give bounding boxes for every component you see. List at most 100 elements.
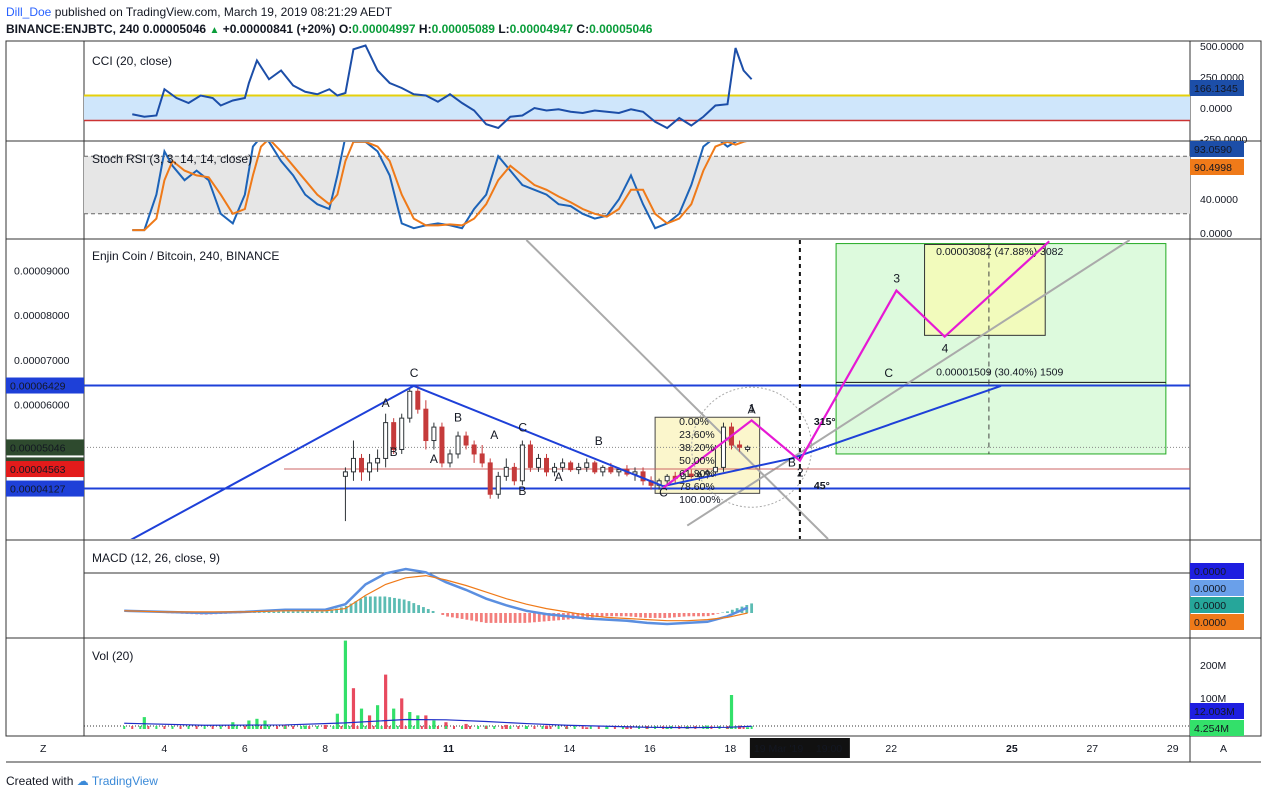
macd-histogram-bar (349, 603, 353, 613)
trendline (413, 384, 664, 488)
wave-label: B (788, 455, 796, 469)
fib-level-label: 50.00% (679, 455, 715, 467)
macd-histogram-bar (262, 612, 266, 613)
volume-bar (384, 674, 388, 729)
macd-histogram-bar (735, 608, 739, 613)
macd-histogram-bar (272, 611, 276, 613)
macd-histogram-bar (542, 613, 546, 622)
price-badge: 0.00004127 (10, 484, 66, 496)
volume-bar-small (123, 726, 126, 729)
macd-histogram-bar (605, 613, 609, 617)
vol-badge-bg (1190, 720, 1244, 736)
volume-bar-small (380, 726, 383, 729)
wave-label: B (390, 445, 398, 459)
volume-bar-small (412, 726, 415, 729)
volume-bar-small (589, 726, 592, 729)
macd-histogram-bar (673, 613, 676, 618)
macd-badge: 0.0000 (1194, 600, 1226, 612)
volume-bar (142, 717, 146, 729)
candle-body (560, 462, 566, 468)
vol-badge-bg (1190, 703, 1244, 719)
volume-bar (367, 715, 372, 729)
volume-bar (375, 705, 380, 729)
macd-histogram-bar (306, 611, 310, 613)
macd-histogram-bar (624, 613, 628, 617)
candle-body (431, 426, 437, 442)
x-tick-label: 6 (242, 743, 248, 755)
tradingview-brand[interactable]: TradingView (91, 774, 158, 788)
macd-histogram-bar (455, 613, 459, 619)
macd-histogram-bar (291, 611, 295, 613)
x-tick-label: 14 (564, 743, 576, 755)
macd-histogram-bar (701, 613, 705, 617)
price-badge-bg (6, 480, 84, 497)
symbol-label: BINANCE:ENJBTC, 240 (6, 22, 140, 36)
macd-histogram-bar (653, 613, 657, 618)
volume-bar-small (235, 726, 238, 729)
y-tick-label: 0.00009000 (14, 265, 70, 277)
y-tick-label: 0.00007000 (14, 355, 70, 367)
vol-title: Vol (20) (92, 649, 133, 663)
y-tick-label: 500.0000 (1200, 41, 1244, 53)
stoch-k-badge-bg (1190, 141, 1244, 157)
macd-histogram-bar (687, 613, 691, 617)
volume-bar-small (557, 726, 560, 729)
volume-bar (432, 720, 436, 729)
candle-body (495, 475, 501, 495)
volume-bar-small (372, 726, 375, 729)
volume-bar-small (493, 726, 496, 729)
volume-bar (746, 727, 750, 729)
volume-bar-small (332, 726, 335, 729)
macd-histogram-bar (697, 613, 700, 617)
volume-bar (303, 725, 307, 729)
volume-bar-small (308, 726, 311, 729)
candle-body (503, 466, 509, 477)
target-box (924, 243, 1046, 336)
macd-histogram-bar (431, 611, 435, 613)
volume-bar-small (139, 726, 142, 729)
x-tick-label: 16 (644, 743, 656, 755)
macd-histogram-bar (610, 613, 614, 617)
volume-bar (504, 724, 508, 729)
fib-level-label: 38.20% (679, 442, 715, 454)
stoch-d-badge: 90.4998 (1194, 162, 1232, 174)
last-price: 0.00005046 (142, 22, 207, 36)
price-badge-bg (6, 439, 84, 456)
volume-bar-small (565, 726, 568, 729)
volume-bar (335, 713, 339, 729)
candle-body (688, 473, 694, 477)
volume-bar-small (509, 726, 512, 729)
macd-histogram-bar (402, 599, 406, 613)
macd-histogram-bar (595, 613, 599, 618)
macd-histogram-bar (465, 613, 469, 620)
candle-body (439, 426, 445, 464)
candle-body (720, 426, 726, 468)
macd-badge-bg (1190, 614, 1244, 630)
publish-info: published on TradingView.com, March 19, … (54, 5, 393, 19)
author-link[interactable]: Dill_Doe (6, 5, 52, 19)
stoch-k-badge: 93.0590 (1194, 144, 1232, 156)
volume-bar (408, 712, 412, 729)
auto-scale-button: A (1220, 743, 1227, 755)
volume-bar (359, 708, 364, 729)
macd-histogram-bar (711, 613, 715, 615)
candle-body (479, 453, 485, 464)
candle-body (447, 453, 453, 464)
candle-body (600, 466, 606, 473)
volume-bar-small (147, 726, 150, 729)
wave-label: A (490, 428, 498, 442)
candle-body (664, 475, 670, 482)
macd-histogram-bar (508, 613, 512, 623)
cci-value-badge-bg (1190, 80, 1244, 96)
volume-bar-small (388, 726, 391, 729)
low-label: L: (498, 22, 510, 36)
y-tick-label: 0.00008000 (14, 310, 70, 322)
fib-level-label: 78.60% (679, 481, 715, 493)
volume-bar-small (284, 726, 287, 729)
volume-bar-small (501, 726, 504, 729)
macd-histogram-bar (320, 611, 324, 613)
volume-bar-small (420, 726, 423, 729)
elliott-wave-line (662, 240, 1050, 489)
volume-bar-small (356, 726, 359, 729)
